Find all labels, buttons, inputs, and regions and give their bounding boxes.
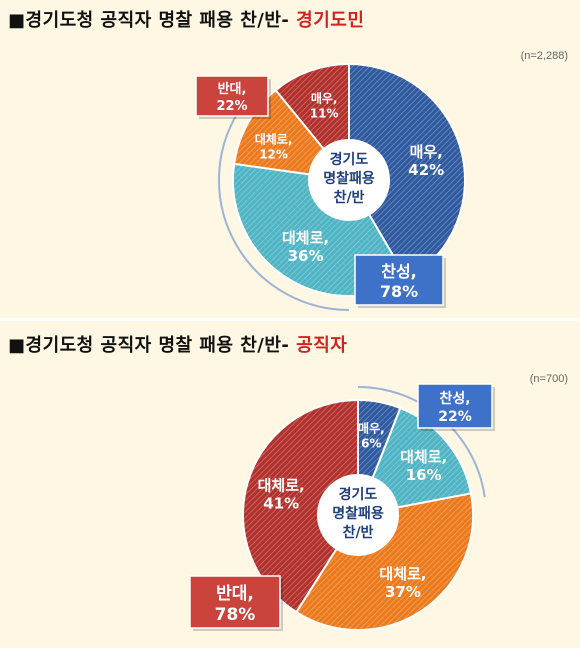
slice-value-label: 42% bbox=[408, 161, 444, 179]
pie-slice-texture bbox=[349, 64, 465, 281]
summary-box-value: 78% bbox=[380, 282, 418, 301]
slice-label: 대체로, bbox=[400, 448, 447, 466]
summary-box-value: 78% bbox=[215, 605, 256, 625]
center-label-line: 경기도 bbox=[330, 151, 369, 168]
pie-slice-texture bbox=[242, 400, 358, 613]
center-label-line: 명찰패용 bbox=[323, 170, 375, 187]
donut-chart-officials: 매우,6%대체로,16%대체로,37%대체로,41% 경기도명찰패용찬/반찬성,2… bbox=[189, 383, 495, 631]
slice-value-label: 41% bbox=[263, 495, 299, 513]
summary-box bbox=[354, 254, 444, 306]
slice-label: 대체로, bbox=[255, 132, 293, 147]
center-label-line: 찬/반 bbox=[343, 524, 374, 541]
summary-box bbox=[195, 75, 269, 117]
slice-label: 매우, bbox=[410, 143, 443, 161]
panel-title: ■경기도청 공직자 명찰 패용 찬/반- 경기도민 bbox=[8, 6, 364, 32]
summary-box bbox=[189, 575, 281, 629]
title-prefix: ■경기도청 공직자 명찰 패용 찬/반- bbox=[8, 10, 297, 31]
slice-label: 대체로, bbox=[379, 565, 426, 583]
pie-slice-texture bbox=[372, 408, 471, 508]
slice-label: 매우, bbox=[358, 420, 385, 435]
slice-label: 대체로, bbox=[258, 477, 305, 495]
pie-slice-texture bbox=[358, 400, 401, 478]
center-label-line: 명찰패용 bbox=[332, 505, 384, 522]
summary-box-label: 반대, bbox=[218, 81, 247, 97]
center-label-line: 경기도 bbox=[339, 486, 378, 503]
slice-value-label: 37% bbox=[385, 583, 421, 601]
sample-size-label: (n=700) bbox=[529, 373, 568, 385]
slice-value-label: 11% bbox=[310, 107, 339, 121]
slice-value-label: 36% bbox=[288, 247, 324, 265]
title-accent: 경기도민 bbox=[296, 10, 365, 31]
title-prefix: ■경기도청 공직자 명찰 패용 찬/반- bbox=[8, 335, 297, 356]
panel-citizens: ■경기도청 공직자 명찰 패용 찬/반- 경기도민 (n=2,288) 매우, 4… bbox=[0, 0, 580, 318]
summary-box-label: 반대, bbox=[216, 584, 254, 604]
donut-chart-citizens: 매우,42%대체로,36%대체로,12%매우,11%경기도명찰패용찬/반찬성,7… bbox=[195, 62, 466, 311]
donut-center bbox=[319, 476, 397, 554]
summary-box-value: 22% bbox=[216, 99, 247, 114]
panel-title: ■경기도청 공직자 명찰 패용 찬/반- 공직자 bbox=[8, 331, 347, 357]
summary-box-value: 22% bbox=[438, 409, 472, 425]
summary-box-label: 찬성, bbox=[381, 262, 417, 281]
slice-value-label: 16% bbox=[406, 466, 442, 484]
pie-slice-texture bbox=[275, 64, 349, 150]
panel-officials: ■경기도청 공직자 명찰 패용 찬/반- 공직자 (n=700) 매우, 6% 대체… bbox=[0, 321, 580, 648]
donut-center bbox=[310, 141, 388, 219]
slice-label: 대체로, bbox=[282, 229, 329, 247]
pie-slice-texture bbox=[296, 493, 473, 630]
title-accent: 공직자 bbox=[296, 335, 348, 356]
summary-box bbox=[417, 383, 493, 429]
slice-value-label: 12% bbox=[259, 148, 288, 162]
center-label-line: 찬/반 bbox=[334, 189, 365, 206]
sample-size-label: (n=2,288) bbox=[520, 50, 568, 62]
summary-box-label: 찬성, bbox=[439, 390, 470, 407]
slice-label: 매우, bbox=[311, 91, 338, 106]
slice-value-label: 6% bbox=[361, 436, 381, 450]
group-bracket bbox=[218, 114, 350, 311]
